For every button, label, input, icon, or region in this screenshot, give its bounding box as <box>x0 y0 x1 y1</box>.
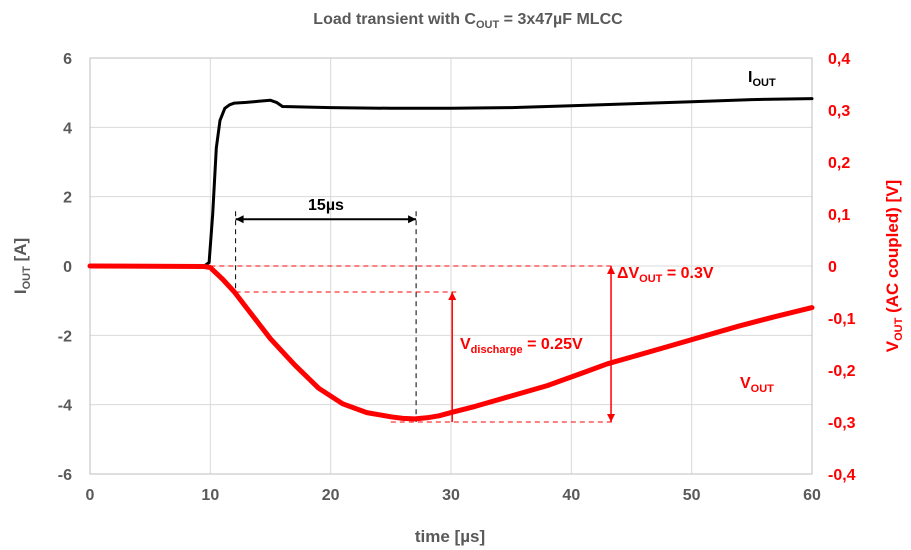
delta-vout-arrow-head-bottom <box>607 414 616 422</box>
right-tick-label: 0,1 <box>828 207 850 224</box>
annotation-arrows <box>235 215 616 422</box>
bottom-tick-label: 40 <box>562 487 580 504</box>
left-tick-label: -6 <box>58 467 72 484</box>
bottom-axis-label: time [µs] <box>415 527 485 546</box>
right-tick-label: 0,2 <box>828 155 850 172</box>
left-axis-label: IOUT [A] <box>11 238 33 294</box>
right-tick-label: -0,2 <box>828 363 856 380</box>
bottom-tick-label: 0 <box>86 487 95 504</box>
chart-title: Load transient with COUT = 3x47µF MLCC <box>313 11 623 31</box>
left-tick-label: 2 <box>63 190 72 207</box>
right-axis-label: VOUT (AC coupled) [V] <box>883 180 905 352</box>
series-line-i-out <box>88 97 814 268</box>
series-lines <box>87 97 815 422</box>
right-tick-label: -0,3 <box>828 415 856 432</box>
delta-vout-label: ΔVOUT = 0.3V <box>617 265 714 285</box>
left-tick-label: 6 <box>63 51 72 68</box>
right-tick-label: -0,1 <box>828 311 856 328</box>
series-label-vout: VOUT <box>740 375 774 395</box>
left-tick-label: 4 <box>63 120 72 137</box>
delay-arrow-head-left <box>235 215 244 224</box>
bottom-axis-ticks: 0 10 20 30 40 50 60 <box>86 487 821 504</box>
right-tick-label: 0,4 <box>828 51 850 68</box>
bottom-tick-label: 30 <box>442 487 460 504</box>
right-tick-label: 0 <box>828 259 837 276</box>
left-tick-label: -4 <box>58 398 72 415</box>
series-line-v-out <box>87 263 815 422</box>
right-tick-label: -0,4 <box>828 467 856 484</box>
delta-vout-arrow-head-top <box>607 266 616 274</box>
series-label-iout: IOUT <box>748 69 776 89</box>
bottom-tick-label: 50 <box>683 487 701 504</box>
bottom-tick-label: 20 <box>322 487 340 504</box>
bottom-tick-label: 10 <box>201 487 219 504</box>
annotation-guides <box>210 211 616 423</box>
right-axis-ticks: -0,4 -0,3 -0,2 -0,1 0 0,1 0,2 0,3 0,4 <box>828 51 856 484</box>
left-tick-label: -2 <box>58 328 72 345</box>
left-tick-label: 0 <box>63 259 72 276</box>
v-discharge-arrow-head <box>448 292 457 300</box>
delay-label: 15µs <box>308 197 344 214</box>
right-tick-label: 0,3 <box>828 103 850 120</box>
bottom-tick-label: 60 <box>803 487 821 504</box>
left-axis-ticks: -6 -4 -2 0 2 4 6 <box>58 51 72 484</box>
gridlines <box>90 58 812 474</box>
delay-arrow-head-right <box>408 215 417 224</box>
v-discharge-label: Vdischarge = 0.25V <box>460 336 583 356</box>
